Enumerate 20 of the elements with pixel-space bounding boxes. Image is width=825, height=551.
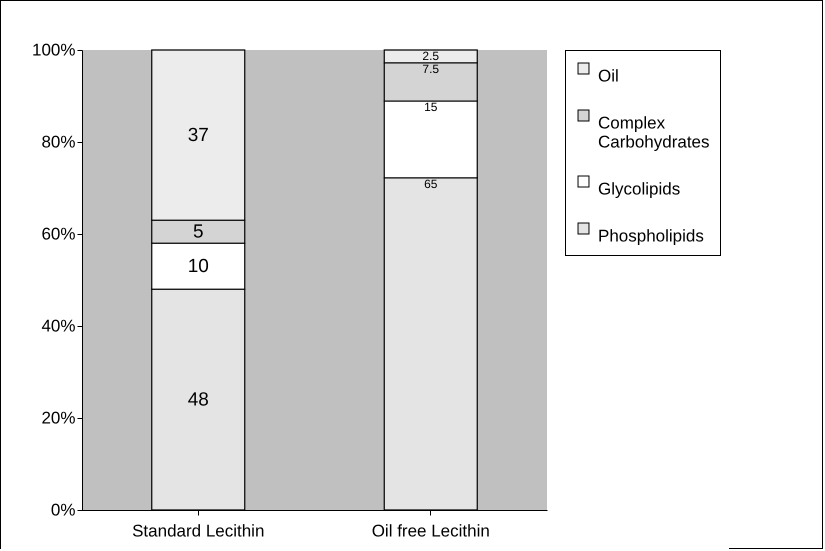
y-tick-label: 20% xyxy=(41,408,76,428)
data-label: 5 xyxy=(192,222,204,243)
x-tick-label: Oil free Lecithin xyxy=(372,522,490,540)
legend-label: Glycolipids xyxy=(598,180,680,198)
x-tick-label: Standard Lecithin xyxy=(132,522,264,540)
annotation: 7.5 xyxy=(422,62,440,76)
data-label: 48 xyxy=(188,390,209,411)
annotation: 2.5 xyxy=(422,49,440,63)
legend-label: Oil xyxy=(598,66,619,86)
y-tick-label: 0% xyxy=(50,500,76,520)
annotation: 65 xyxy=(424,176,438,191)
annotation: 15 xyxy=(424,100,438,114)
data-label: 10 xyxy=(188,256,209,278)
legend-label: Phospholipids xyxy=(598,226,704,246)
y-tick-label: 40% xyxy=(41,316,76,336)
y-tick-label: 100% xyxy=(32,40,76,60)
y-tick-label: 60% xyxy=(41,224,76,244)
y-tick-label: 80% xyxy=(41,132,76,152)
legend-label: Complex Carbohydrates xyxy=(598,114,710,152)
data-label: 37 xyxy=(188,125,209,146)
